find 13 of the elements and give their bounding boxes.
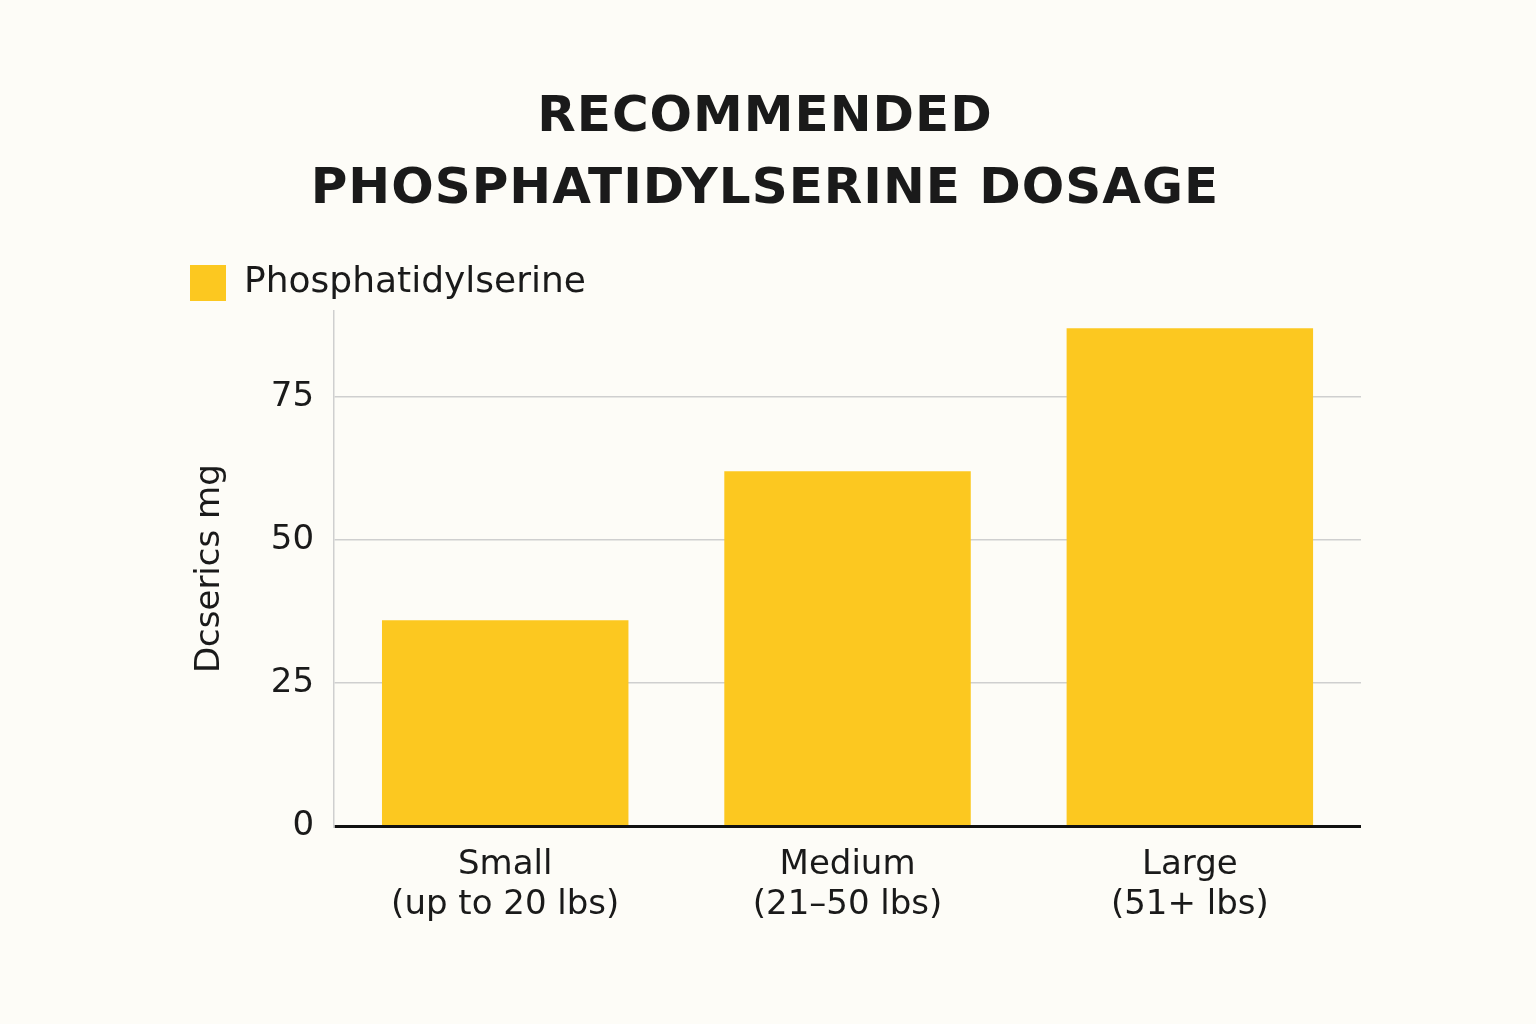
y-tick-label: 50 <box>270 516 315 557</box>
bar <box>1066 328 1314 825</box>
bar <box>724 471 971 825</box>
x-tick-label: Medium (21–50 lbs) <box>752 841 943 923</box>
legend-label: Phosphatidylserine <box>244 259 586 301</box>
y-tick-label: 75 <box>270 373 315 414</box>
x-tick-label: Large (51+ lbs) <box>1110 841 1269 923</box>
y-tick-label: 0 <box>292 803 315 844</box>
y-axis-title: Dcserics mg <box>187 464 228 674</box>
chart-title: RECOMMENDED PHOSPHATIDYLSERINE DOSAGE <box>309 84 1221 217</box>
bar <box>381 620 629 825</box>
x-tick-label: Small (up to 20 lbs) <box>391 841 620 923</box>
y-tick-label: 25 <box>270 660 315 701</box>
